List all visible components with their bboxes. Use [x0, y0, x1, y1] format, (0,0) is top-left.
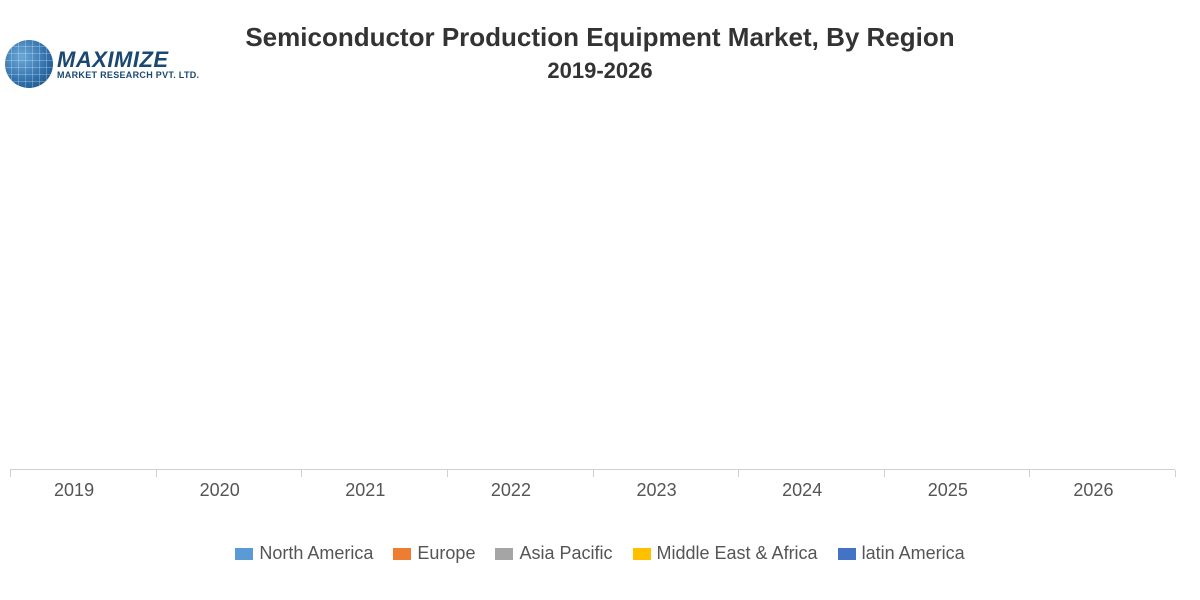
x-axis-label: 2025 — [928, 480, 968, 501]
legend-label: Europe — [417, 543, 475, 564]
x-tick — [1175, 470, 1176, 477]
legend-item: latin America — [838, 543, 965, 564]
legend-item: Middle East & Africa — [633, 543, 818, 564]
x-axis-labels: 2019 2020 2021 2022 2023 2024 2025 2026 — [10, 480, 1175, 508]
x-axis-label: 2026 — [1073, 480, 1113, 501]
chart-plot-area — [10, 100, 1175, 470]
legend-item: Europe — [393, 543, 475, 564]
legend-swatch — [495, 548, 513, 560]
x-tick — [301, 470, 302, 477]
x-axis-label: 2023 — [637, 480, 677, 501]
x-tick — [884, 470, 885, 477]
x-axis-label: 2020 — [200, 480, 240, 501]
legend-swatch — [393, 548, 411, 560]
x-tick — [738, 470, 739, 477]
chart-title: Semiconductor Production Equipment Marke… — [0, 22, 1200, 53]
x-tick — [156, 470, 157, 477]
legend-item: North America — [235, 543, 373, 564]
legend-swatch — [838, 548, 856, 560]
x-tick — [447, 470, 448, 477]
x-axis-label: 2024 — [782, 480, 822, 501]
legend-item: Asia Pacific — [495, 543, 612, 564]
x-tick — [10, 470, 11, 477]
chart-legend: North America Europe Asia Pacific Middle Ea… — [0, 543, 1200, 564]
legend-label: North America — [259, 543, 373, 564]
x-axis-label: 2019 — [54, 480, 94, 501]
x-axis-label: 2022 — [491, 480, 531, 501]
x-tick — [593, 470, 594, 477]
legend-swatch — [235, 548, 253, 560]
legend-label: Middle East & Africa — [657, 543, 818, 564]
legend-label: Asia Pacific — [519, 543, 612, 564]
x-tick — [1029, 470, 1030, 477]
legend-swatch — [633, 548, 651, 560]
x-axis-label: 2021 — [345, 480, 385, 501]
chart-subtitle: 2019-2026 — [0, 58, 1200, 84]
legend-label: latin America — [862, 543, 965, 564]
